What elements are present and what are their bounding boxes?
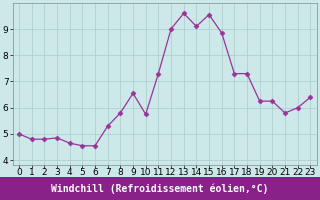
Text: Windchill (Refroidissement éolien,°C): Windchill (Refroidissement éolien,°C): [51, 183, 269, 194]
